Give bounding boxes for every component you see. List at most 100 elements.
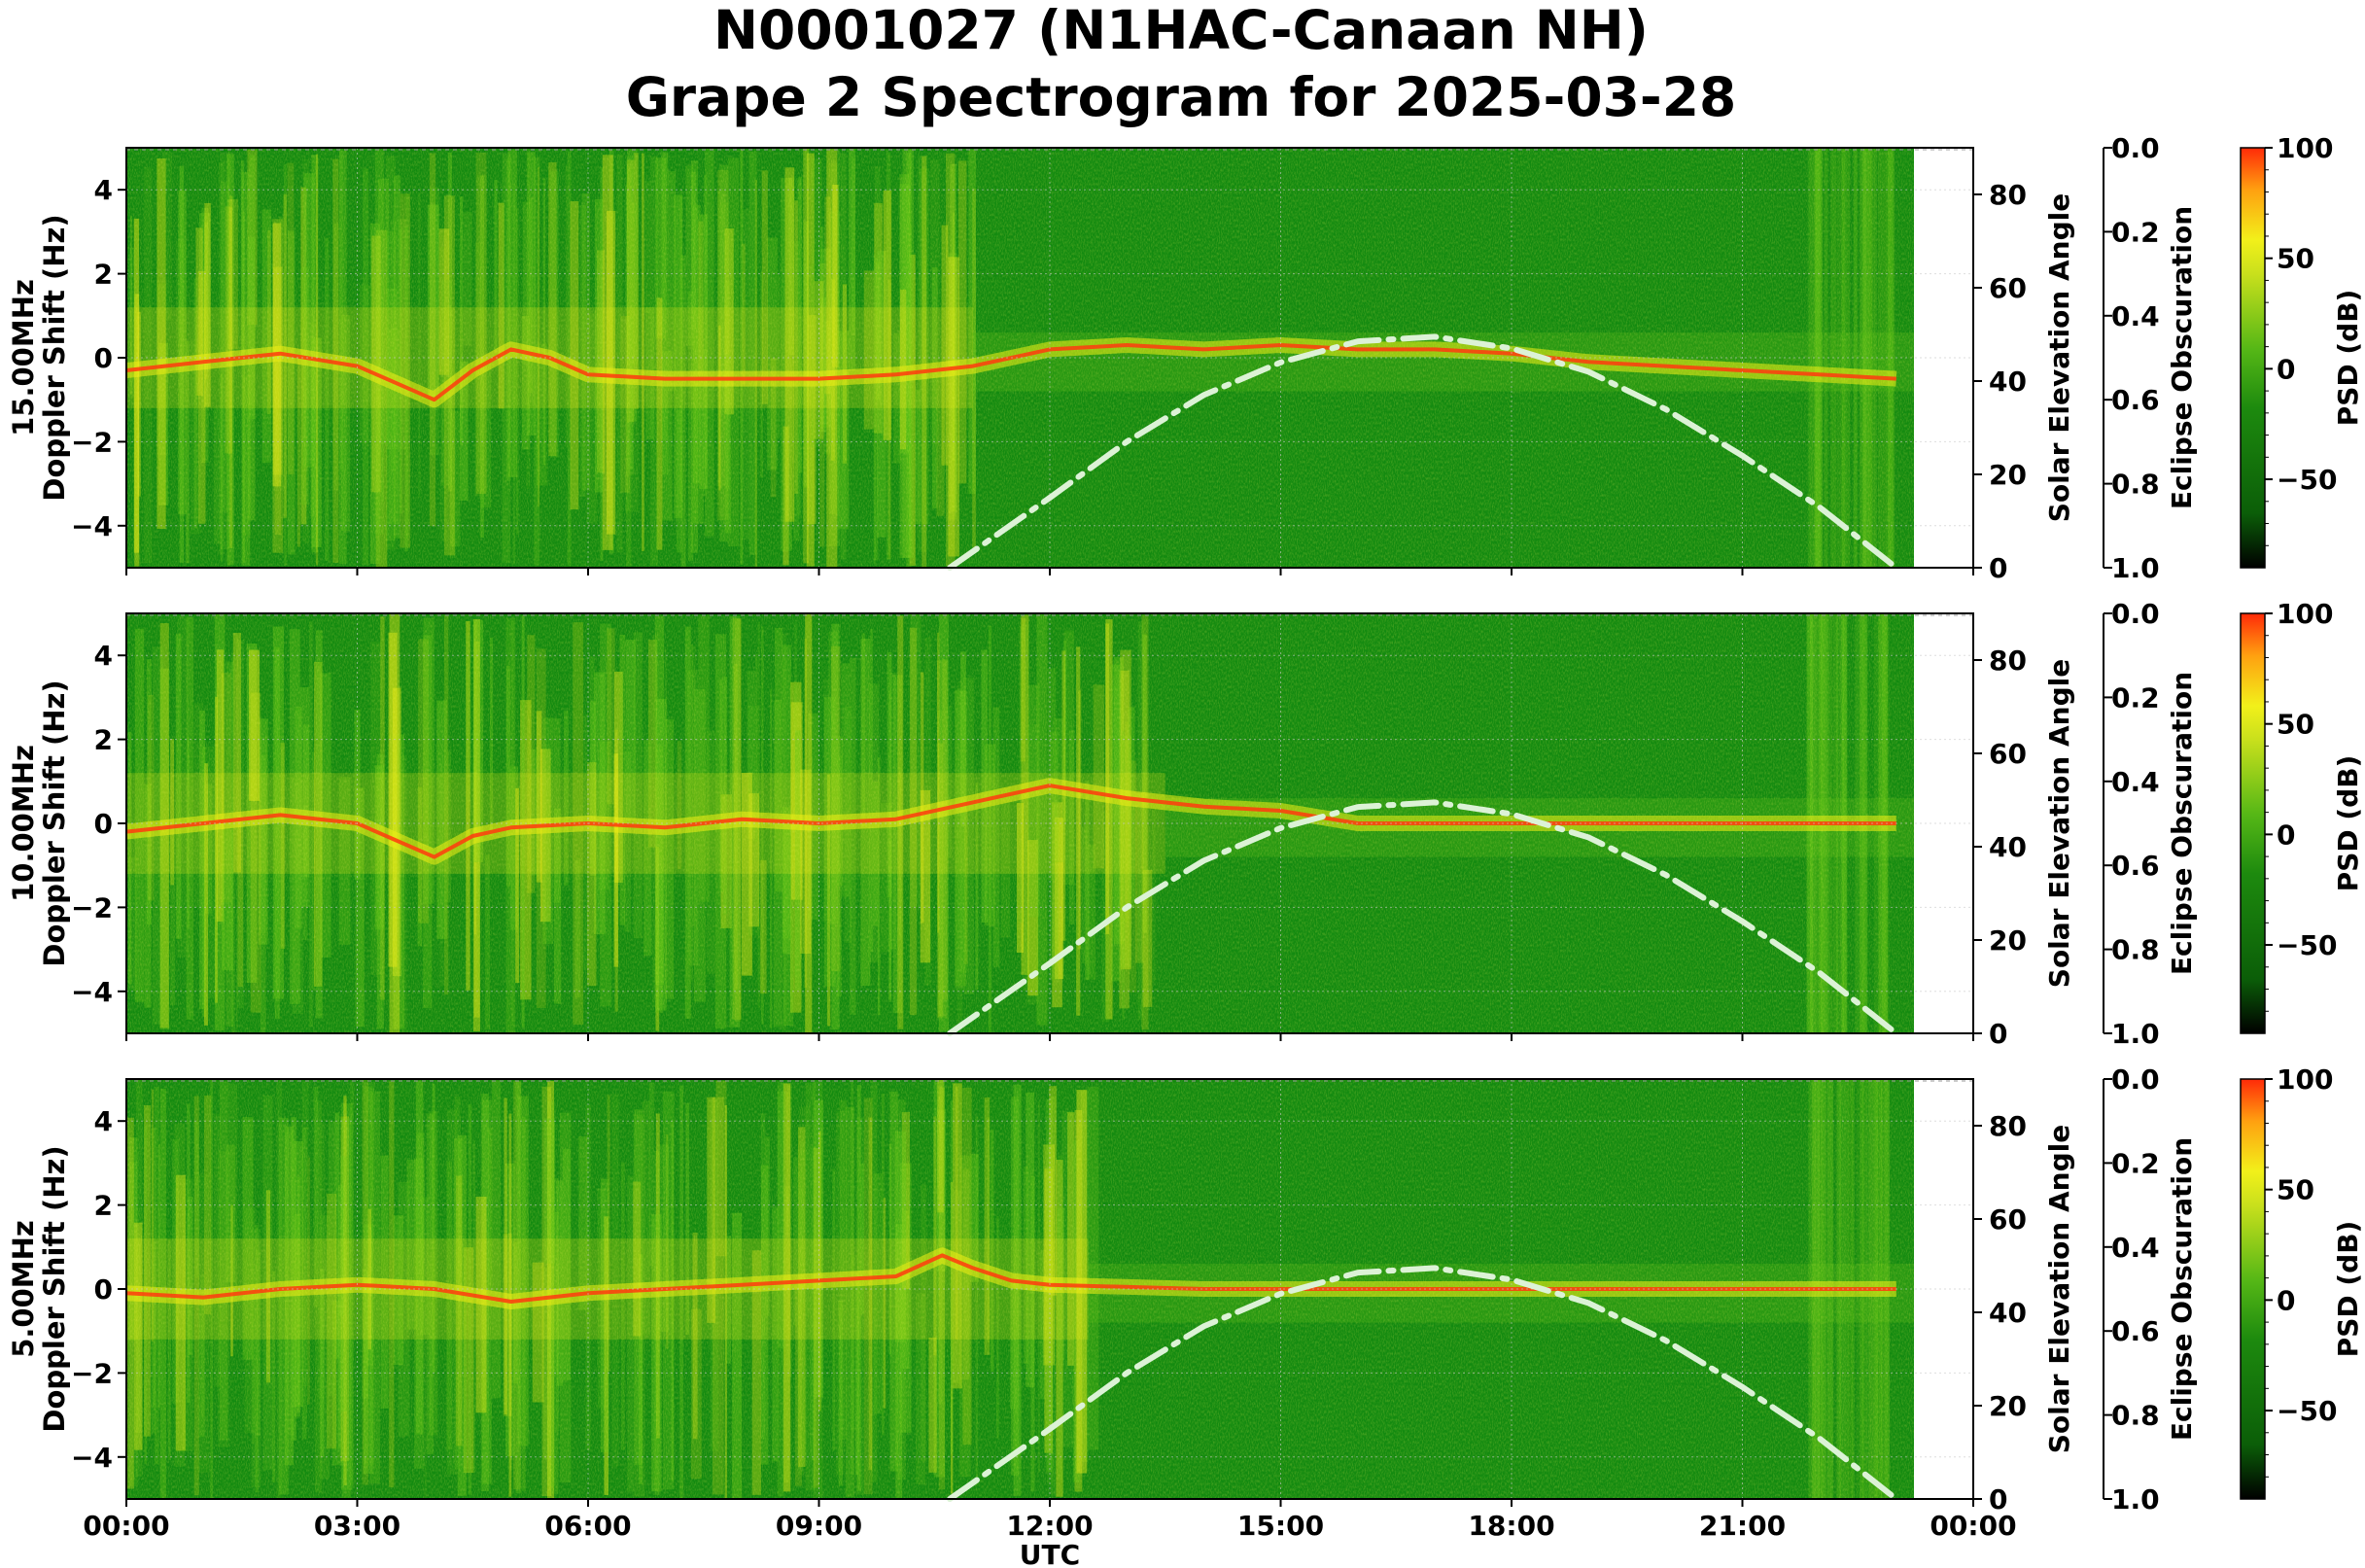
y2-tick-label: 0 [1989, 1018, 2007, 1050]
x-axis-label: UTC [1020, 1539, 1080, 1568]
y-tick-label: 0 [94, 1273, 113, 1306]
colorbar-tick-label: 0 [2277, 1284, 2295, 1316]
grid [126, 148, 1973, 568]
y2-tick-label: 80 [1989, 1110, 2027, 1142]
y-tick-label: −4 [71, 976, 113, 1008]
y3-tick-label: 0.4 [2111, 300, 2160, 332]
x-tick-label: 06:00 [544, 1510, 631, 1542]
y2-tick-label: 60 [1989, 272, 2027, 304]
y3-tick-label: 1.0 [2111, 1018, 2160, 1050]
y-axis-label: Doppler Shift (Hz) [38, 1145, 71, 1432]
y3-tick-label: 0.8 [2111, 934, 2160, 966]
y3-tick-label: 0.0 [2111, 598, 2160, 630]
y2-tick-label: 60 [1989, 1203, 2027, 1236]
solar-elevation-curve [947, 799, 1899, 1036]
y-tick-label: 2 [94, 724, 113, 756]
y2-tick-label: 40 [1989, 1297, 2027, 1329]
y-tick-label: 2 [94, 1190, 113, 1222]
spectrogram-image [126, 613, 1914, 1033]
solar-elevation-curve [947, 333, 1899, 571]
eclipse-obscuration-label: Eclipse Obscuration [2166, 672, 2198, 975]
y2-tick-label: 20 [1989, 459, 2027, 491]
y3-tick-label: 0.6 [2111, 1315, 2160, 1347]
y-tick-label: −2 [71, 891, 113, 923]
frequency-label: 10.00MHz [7, 745, 40, 902]
y-tick-label: 4 [94, 1105, 113, 1137]
y2-tick-label: 40 [1989, 831, 2027, 863]
y3-tick-label: 0.0 [2111, 1063, 2160, 1096]
colorbar-label: PSD (dB) [2332, 290, 2364, 427]
y3-tick-label: 0.4 [2111, 766, 2160, 798]
y-tick-label: −4 [71, 1442, 113, 1474]
y2-tick-label: 20 [1989, 924, 2027, 957]
y3-tick-label: 0.6 [2111, 850, 2160, 882]
y-tick-label: −2 [71, 1357, 113, 1389]
y2-tick-label: 60 [1989, 738, 2027, 770]
x-tick-label: 18:00 [1468, 1510, 1554, 1542]
colorbar-tick-label: −50 [2277, 1395, 2337, 1427]
y-tick-label: 0 [94, 808, 113, 840]
solar-elevation-label: Solar Elevation Angle [2043, 659, 2075, 988]
y3-tick-label: 0.0 [2111, 132, 2160, 164]
solar-elevation-label: Solar Elevation Angle [2043, 1125, 2075, 1453]
y2-tick-label: 20 [1989, 1390, 2027, 1422]
y-tick-label: 0 [94, 342, 113, 374]
carrier-ridge [126, 343, 1896, 402]
colorbar [2240, 612, 2266, 1034]
y-tick-label: 2 [94, 259, 113, 291]
colorbar-label: PSD (dB) [2332, 755, 2364, 892]
y2-tick-label: 80 [1989, 179, 2027, 211]
y2-tick-label: 40 [1989, 366, 2027, 398]
y3-tick-label: 1.0 [2111, 1483, 2160, 1516]
y-axis-label: Doppler Shift (Hz) [38, 214, 71, 501]
grid [126, 1079, 1973, 1499]
x-tick-label: 15:00 [1237, 1510, 1324, 1542]
y3-tick-label: 0.2 [2111, 1147, 2160, 1179]
figure-title-line2: Grape 2 Spectrogram for 2025-03-28 [626, 66, 1737, 128]
y3-tick-label: 0.6 [2111, 384, 2160, 416]
x-tick-label: 21:00 [1699, 1510, 1786, 1542]
y3-tick-label: 0.8 [2111, 1400, 2160, 1432]
colorbar-tick-label: 50 [2277, 243, 2314, 275]
x-tick-label: 09:00 [776, 1510, 862, 1542]
y2-tick-label: 0 [1989, 1483, 2007, 1516]
colorbar-tick-label: −50 [2277, 464, 2337, 496]
y3-tick-label: 0.8 [2111, 469, 2160, 501]
y-tick-label: −4 [71, 510, 113, 542]
colorbar [2240, 147, 2266, 569]
y-axis-label: Doppler Shift (Hz) [38, 679, 71, 966]
x-tick-label: 12:00 [1006, 1510, 1093, 1542]
frequency-label: 5.00MHz [7, 1220, 40, 1358]
y3-tick-label: 0.2 [2111, 681, 2160, 714]
y-tick-label: 4 [94, 640, 113, 672]
eclipse-obscuration-label: Eclipse Obscuration [2166, 206, 2198, 509]
y2-tick-label: 80 [1989, 645, 2027, 677]
y3-tick-label: 1.0 [2111, 552, 2160, 584]
eclipse-obscuration-label: Eclipse Obscuration [2166, 1137, 2198, 1441]
x-tick-label: 03:00 [314, 1510, 400, 1542]
x-tick-label: 00:00 [83, 1510, 169, 1542]
figure-title-line1: N0001027 (N1HAC-Canaan NH) [713, 0, 1649, 61]
colorbar-tick-label: 100 [2277, 598, 2333, 630]
y-tick-label: 4 [94, 174, 113, 206]
x-tick-label: 00:00 [1930, 1510, 2016, 1542]
y-tick-label: −2 [71, 426, 113, 458]
colorbar-tick-label: 0 [2277, 819, 2295, 851]
colorbar-tick-label: 100 [2277, 1063, 2333, 1096]
colorbar-tick-label: 0 [2277, 353, 2295, 385]
colorbar [2240, 1078, 2266, 1500]
colorbar-tick-label: −50 [2277, 929, 2337, 961]
colorbar-tick-label: 100 [2277, 132, 2333, 164]
colorbar-tick-label: 50 [2277, 709, 2314, 741]
grid [126, 613, 1973, 1033]
frequency-label: 15.00MHz [7, 279, 40, 436]
solar-elevation-curve [947, 1265, 1899, 1502]
colorbar-tick-label: 50 [2277, 1174, 2314, 1206]
y2-tick-label: 0 [1989, 552, 2007, 584]
solar-elevation-label: Solar Elevation Angle [2043, 193, 2075, 522]
